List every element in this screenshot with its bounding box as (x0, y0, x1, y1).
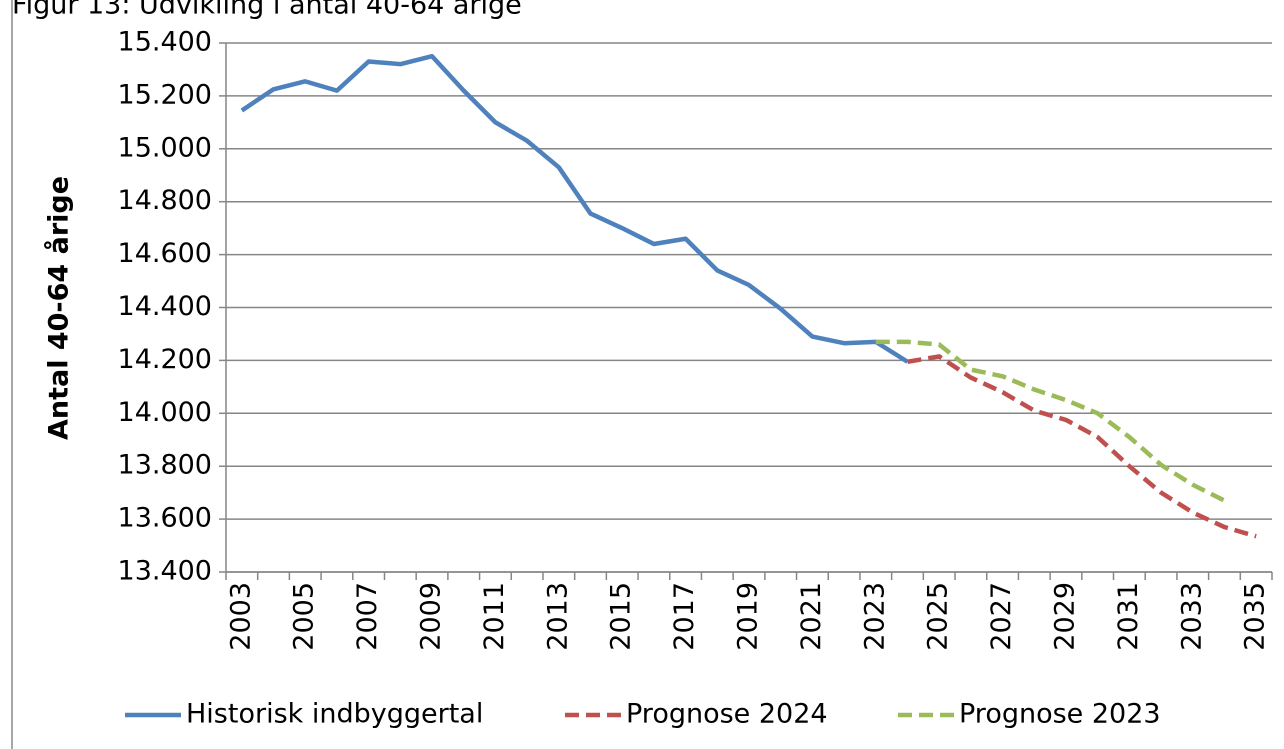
x-tick-label: 2021 (796, 582, 827, 651)
y-tick-label: 14.800 (118, 185, 212, 216)
x-tick-label: 2023 (859, 582, 890, 651)
x-tick-label: 2033 (1176, 582, 1207, 651)
x-tick-label: 2035 (1240, 582, 1271, 651)
y-tick-label: 15.400 (118, 27, 212, 58)
x-tick-label: 2019 (733, 582, 764, 651)
x-tick-label: 2015 (606, 582, 637, 651)
series-line (240, 53, 909, 364)
legend-label: Prognose 2023 (959, 699, 1161, 730)
x-tick-label: 2003 (225, 582, 256, 651)
x-tick-label: 2011 (479, 582, 510, 651)
x-tick-label: 2005 (289, 582, 320, 651)
x-tick-label: 2027 (986, 582, 1017, 651)
legend-label: Historisk indbyggertal (186, 699, 483, 730)
y-tick-label: 13.600 (118, 503, 212, 534)
y-tick-label: 14.200 (118, 344, 212, 375)
y-tick-label: 13.400 (118, 556, 212, 587)
x-tick-label: 2025 (923, 582, 954, 651)
x-tick-label: 2029 (1049, 582, 1080, 651)
x-tick-label: 2017 (669, 582, 700, 651)
x-tick-label: 2013 (542, 582, 573, 651)
y-tick-label: 14.000 (118, 397, 212, 428)
legend-label: Prognose 2024 (626, 699, 828, 730)
y-axis-label: Antal 40-64 årige (43, 176, 75, 440)
x-tick-label: 2007 (352, 582, 383, 651)
y-tick-label: 14.400 (118, 291, 212, 322)
y-tick-label: 15.200 (118, 79, 212, 110)
series-line (875, 339, 1226, 503)
chart-border (11, 0, 13, 749)
y-tick-label: 13.800 (118, 450, 212, 481)
chart-title: Figur 13: Udvikling i antal 40-64 årige (12, 0, 522, 21)
x-tick-label: 2031 (1113, 582, 1144, 651)
y-tick-label: 14.600 (118, 238, 212, 269)
series-line (907, 354, 1257, 539)
y-tick-label: 15.000 (118, 132, 212, 163)
x-tick-label: 2009 (416, 582, 447, 651)
